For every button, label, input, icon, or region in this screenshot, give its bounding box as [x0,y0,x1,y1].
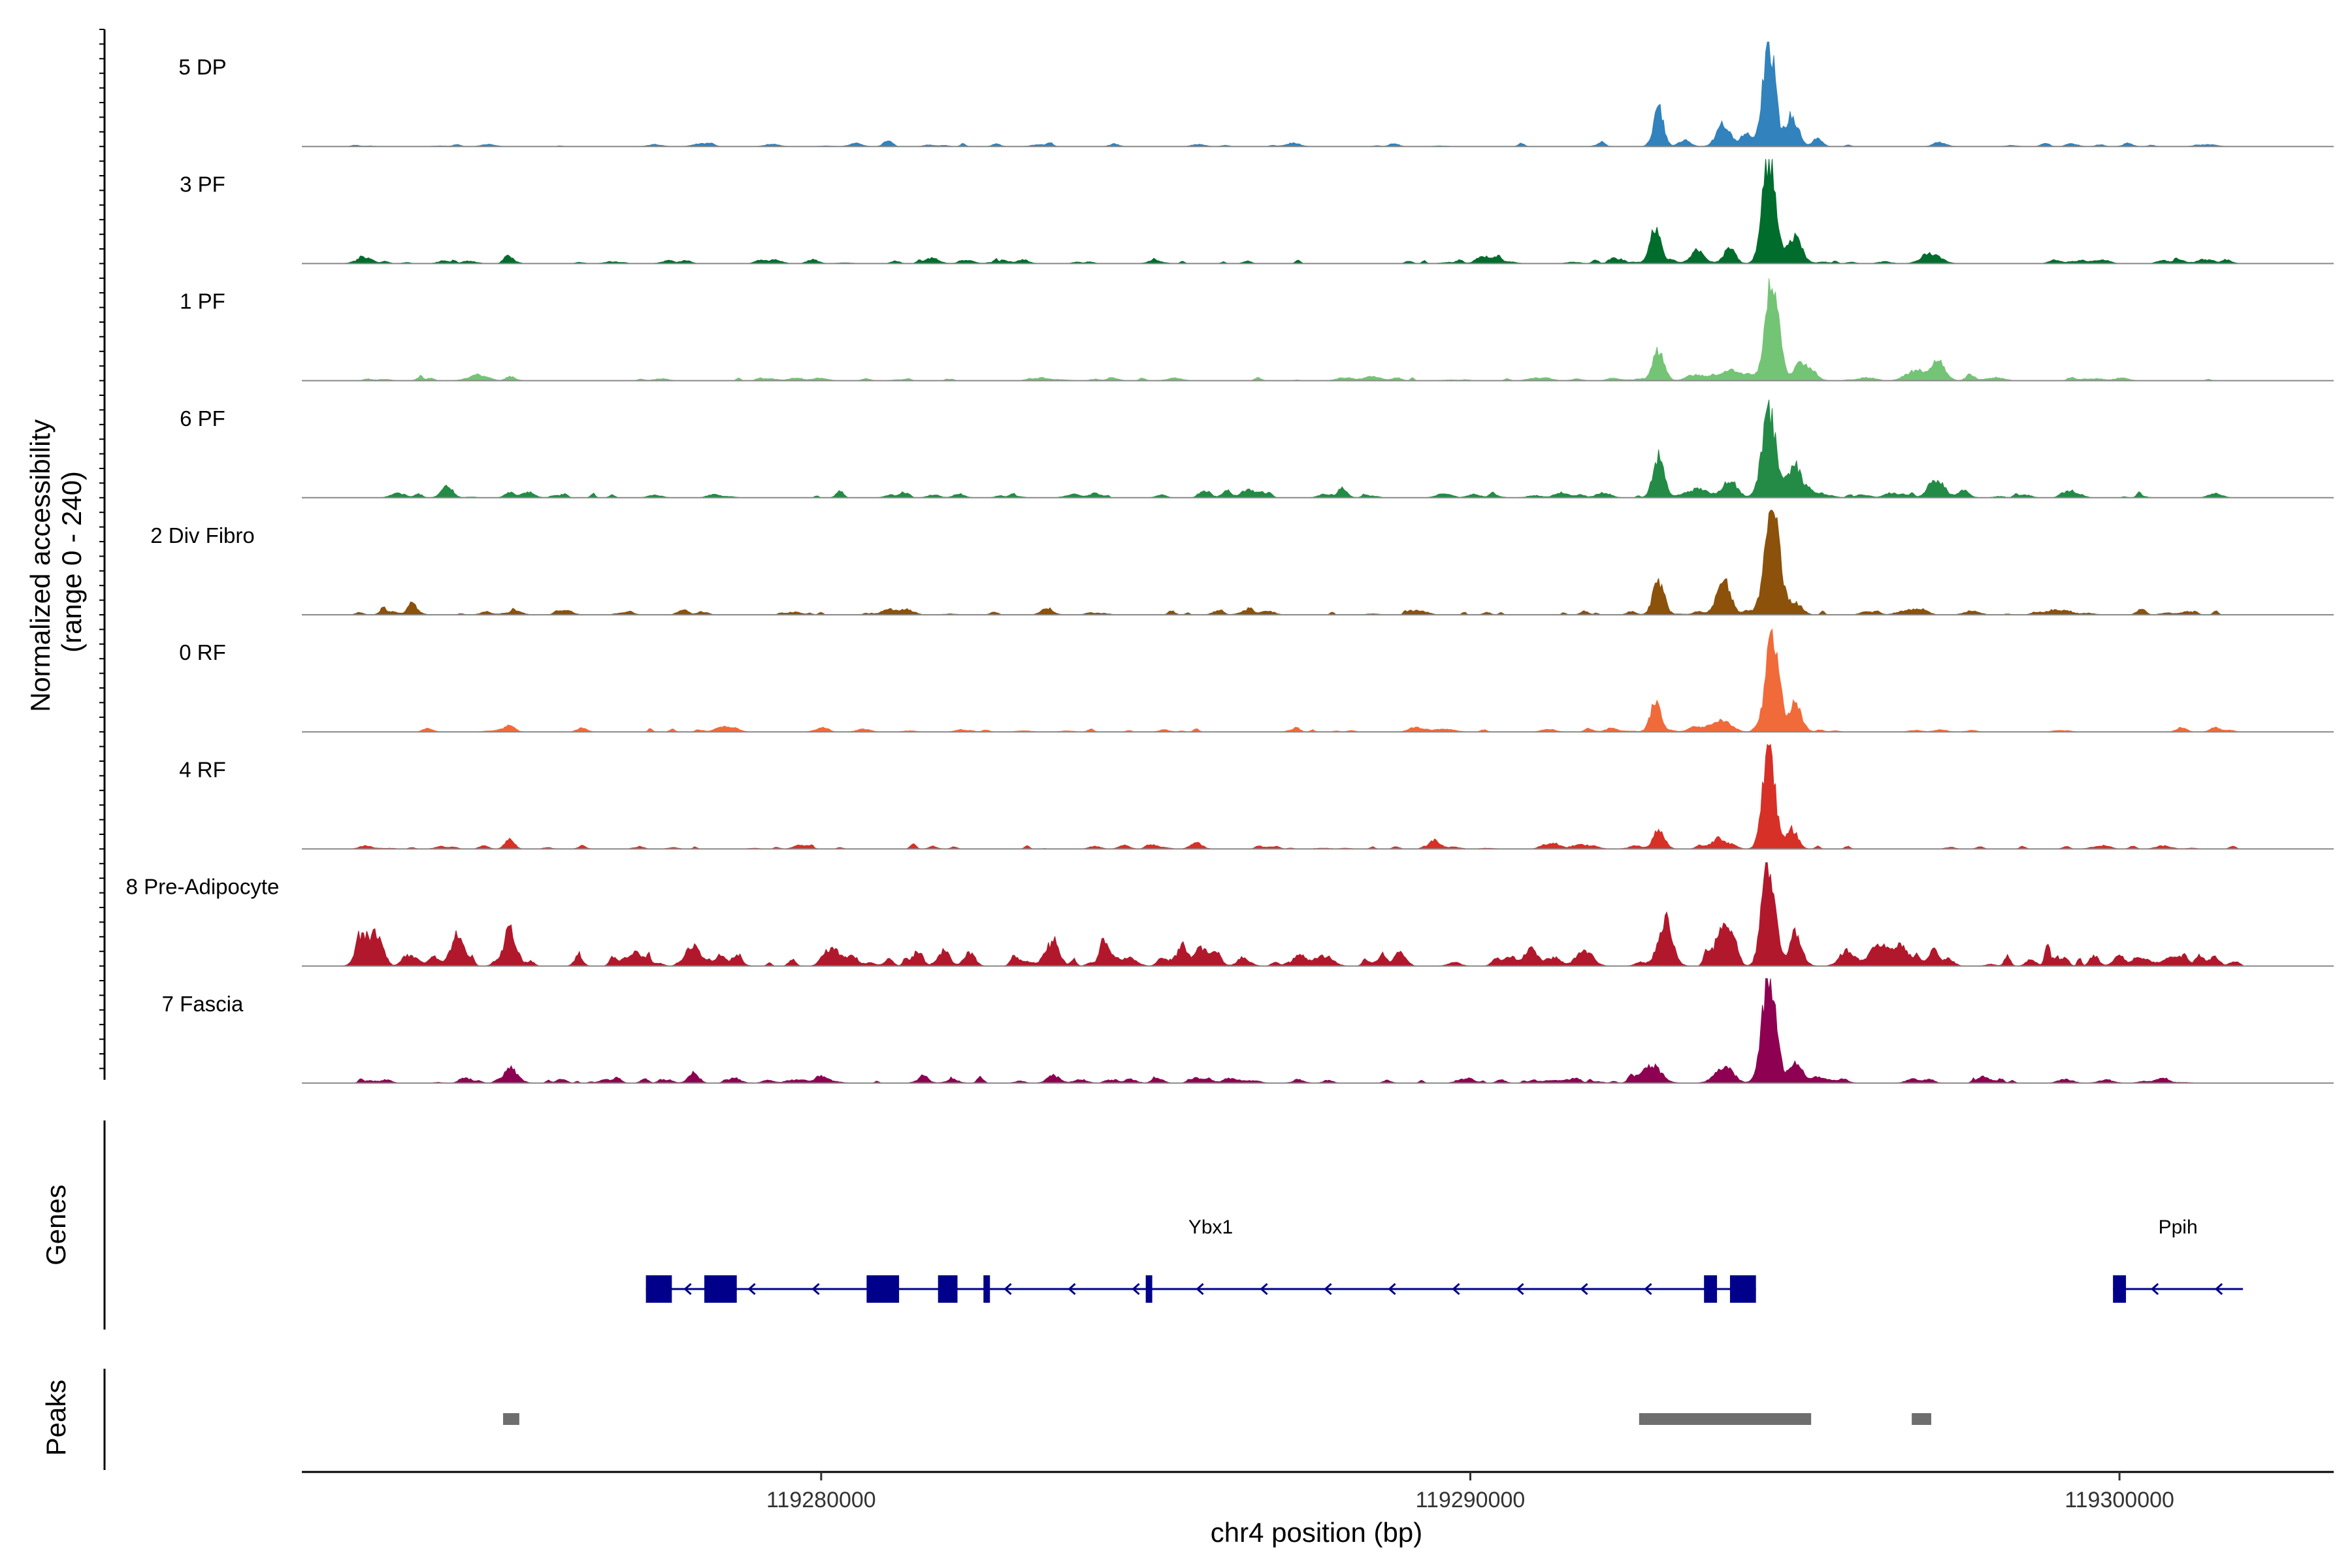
gene-label: Ppih [2159,1217,2198,1238]
strand-arrow [811,1282,820,1296]
coverage-area [302,399,2243,498]
peak-region [1912,1413,1931,1425]
x-axis-title: chr4 position (bp) [1211,1517,1423,1548]
strand-arrow [1068,1282,1076,1296]
peak-region [1639,1413,1812,1425]
track-label: 2 Div Fibro [150,523,255,547]
x-axis: 119280000 119290000 119300000 [302,1471,2334,1512]
coverage-area [302,978,2243,1084]
strand-arrow [1452,1282,1460,1296]
strand-arrow [1132,1282,1140,1296]
track-7-fascia: 7 Fascia [162,978,2334,1084]
gene-ppih: Ppih [2113,1217,2244,1303]
accessibility-tracks: 5 DP 3 PF 1 PF 6 PF 2 Div Fibro 0 RF 4 RF 8 Pre… [126,41,2334,1084]
track-label: 5 DP [178,55,226,79]
coverage-area [302,628,2244,732]
peak-region [503,1413,519,1425]
track-4-rf: 4 RF [179,743,2334,850]
x-tick-label: 119280000 [766,1488,876,1512]
y-axis-title-line-1: Normalized accessibility [25,419,56,712]
x-tick-label: 119300000 [2065,1488,2174,1512]
strand-arrow [1644,1282,1652,1296]
peaks-title: Peaks [41,1380,71,1456]
genes-panel: Genes Ybx1 Ppih [41,1120,2244,1330]
coverage-area [302,510,2243,615]
coverage-area [302,41,2243,147]
track-label: 0 RF [179,640,226,664]
strand-arrow [1004,1282,1012,1296]
y-axis [99,29,106,1080]
track-8-pre-adipocyte: 8 Pre-Adipocyte [126,862,2334,967]
strand-arrow [1516,1282,1524,1296]
track-label: 1 PF [180,289,225,314]
x-tick-label: 119290000 [1416,1488,1526,1512]
exon [1145,1275,1152,1303]
exon [983,1275,990,1303]
track-label: 7 Fascia [162,992,244,1016]
track-5-dp: 5 DP [178,41,2334,148]
peaks-panel: Peaks [41,1369,1931,1470]
exon [938,1275,958,1303]
exon [704,1275,737,1303]
track-label: 8 Pre-Adipocyte [126,875,280,899]
strand-arrow [2150,1282,2159,1296]
strand-arrow [1196,1282,1204,1296]
track-2-div-fibro: 2 Div Fibro [150,510,2334,615]
exon [645,1275,672,1303]
strand-arrow [747,1282,756,1296]
coverage-area [302,278,2243,382]
strand-arrow [1324,1282,1332,1296]
exon [2113,1275,2127,1303]
y-axis-title: Normalized accessibility (range 0 - 240) [25,412,87,712]
strand-arrow [1580,1282,1588,1296]
coverage-area [302,743,2243,849]
strand-arrow [1260,1282,1268,1296]
track-6-pf: 6 PF [180,399,2334,498]
genes-title: Genes [41,1184,71,1266]
gene-ybx1: Ybx1 [645,1217,1756,1303]
track-0-rf: 0 RF [179,628,2334,733]
exon [866,1275,900,1303]
gene-label: Ybx1 [1188,1217,1233,1238]
coverage-area [302,862,2244,967]
track-label: 6 PF [180,406,225,431]
strand-arrow [2214,1282,2223,1296]
exon [1729,1275,1756,1303]
track-3-pf: 3 PF [180,159,2334,265]
exon [1704,1275,1718,1303]
strand-arrow [1388,1282,1396,1296]
strand-arrow [683,1282,692,1296]
track-1-pf: 1 PF [180,278,2334,382]
track-label: 3 PF [180,172,225,196]
coverage-area [302,159,2244,264]
y-axis-title-line-2: (range 0 - 240) [56,471,87,653]
track-label: 4 RF [179,757,226,781]
